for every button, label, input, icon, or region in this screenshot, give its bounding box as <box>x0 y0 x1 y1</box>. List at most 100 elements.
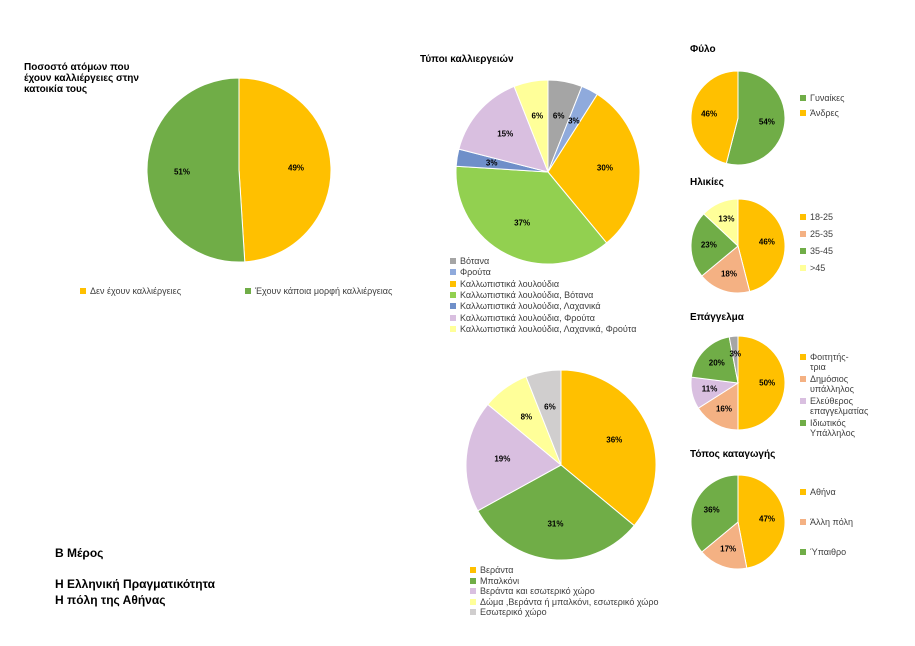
data-label: 54% <box>758 117 775 127</box>
legend-swatch <box>800 110 806 116</box>
legend-label: Φοιτητής-τρια <box>810 352 849 372</box>
data-label: 8% <box>520 412 533 422</box>
data-label: 6% <box>544 402 556 412</box>
legend-item: 25-35 <box>800 229 870 239</box>
legend-label: Καλλωπιστικά λουλούδια <box>460 278 560 289</box>
legend-label: Βεράντα <box>480 565 514 575</box>
legend-swatch <box>800 265 806 271</box>
data-label: 13% <box>718 214 735 224</box>
legend-item: Μπαλκόνι <box>470 576 690 586</box>
legend-swatch <box>800 549 806 555</box>
pie-slice <box>525 369 562 466</box>
data-label: 3% <box>485 158 498 168</box>
legend-item: Δώμα ,Βεράντα ή μπαλκόνι, εσωτερικό χώρο <box>470 597 690 607</box>
data-label: 3% <box>568 116 580 126</box>
legend-swatch <box>450 258 456 264</box>
data-label: 51% <box>173 167 190 177</box>
data-label: 19% <box>494 454 511 464</box>
legend-item: Άλλη πόλη <box>800 517 870 527</box>
legend-item: Δεν έχουν καλλιέργειες <box>80 286 250 296</box>
legend-label: >45 <box>810 263 826 273</box>
chart-title: Επάγγελμα <box>690 312 744 323</box>
data-label: 46% <box>758 237 775 247</box>
legend-swatch <box>800 489 806 495</box>
pie-slice <box>690 213 739 277</box>
legend-item: Καλλωπιστικά λουλούδια, Λαχανικά <box>450 301 670 311</box>
data-label: 30% <box>596 163 613 173</box>
pie-slice <box>701 521 748 570</box>
legend-swatch <box>800 519 806 525</box>
legend-label: Βεράντα και εσωτερικό χώρο <box>480 586 595 596</box>
legend-swatch <box>450 269 456 276</box>
pie-slice <box>560 369 657 527</box>
legend-item: 35-45 <box>800 246 870 256</box>
legend-swatch <box>800 376 806 382</box>
legend-item: Ελεύθερος επαγγελματίας <box>800 396 868 416</box>
legend-item: Βεράντα και εσωτερικό χώρο <box>470 586 690 596</box>
legend-label: Άλλη πόλη <box>810 517 854 527</box>
pie-slice <box>238 77 332 263</box>
legend-swatch <box>470 567 476 573</box>
legend-swatch <box>80 288 86 294</box>
legend-label: Δεν έχουν καλλιέργειες <box>90 286 182 296</box>
legend-label: Αθήνα <box>810 487 836 497</box>
legend-label: Καλλωπιστικά λουλούδια, Λαχανικά <box>460 301 601 312</box>
section-title: Η Ελληνική Πραγματικότητα <box>55 577 215 591</box>
legend-item: Καλλωπιστικά λουλούδια, Φρούτα <box>450 313 670 323</box>
legend-label: 18-25 <box>810 212 834 222</box>
data-label: 6% <box>552 111 565 121</box>
legend-label: Ιδιωτικός Υπάλληλος <box>810 418 855 438</box>
pie-slice <box>701 245 751 294</box>
legend-swatch <box>450 314 456 321</box>
legend-label: Δώμα ,Βεράντα ή μπαλκόνι, εσωτερικό χώρο <box>480 596 659 607</box>
section-subtitle: Η πόλη της Αθήνας <box>55 593 166 607</box>
pie-slice <box>725 70 786 166</box>
pie-slice <box>690 336 739 384</box>
legend-item: Καλλωπιστικά λουλούδια <box>450 279 670 289</box>
legend-item: 18-25 <box>800 212 870 222</box>
pie-slice <box>690 474 739 553</box>
data-label: 18% <box>720 269 737 279</box>
pie-slice <box>547 93 641 244</box>
data-label: 46% <box>701 109 718 119</box>
legend-item: Φρούτα <box>450 267 670 277</box>
pie-slice <box>737 335 786 431</box>
data-label: 49% <box>287 163 305 173</box>
pie-slice <box>146 77 246 263</box>
pie-slice <box>477 464 635 561</box>
legend-label: Δημόσιος υπάλληλος <box>810 374 854 394</box>
legend-swatch <box>470 598 476 605</box>
pie-slice <box>737 474 786 569</box>
pie-slice <box>728 335 739 384</box>
legend-label: 25-35 <box>810 229 834 239</box>
data-label: 37% <box>514 218 531 228</box>
data-label: 16% <box>715 404 732 414</box>
part-title: Β Μέρος <box>55 546 104 560</box>
legend-swatch <box>450 303 456 310</box>
legend-item: Ύπαιθρο <box>800 547 870 557</box>
legend-label: Καλλωπιστικά λουλούδια, Λαχανικά, Φρούτα <box>460 323 637 334</box>
pie-slice <box>458 85 549 173</box>
pie-slice <box>513 79 549 173</box>
legend-label: 35-45 <box>810 246 834 256</box>
legend-item: Έχουν κάποια μορφή καλλιέργειας <box>245 286 415 296</box>
legend-swatch <box>470 588 476 594</box>
pie-slice <box>690 70 739 165</box>
legend-item: Ιδιωτικός Υπάλληλος <box>800 418 858 438</box>
legend-swatch <box>450 280 456 287</box>
pie-slice <box>703 198 739 248</box>
data-label: 36% <box>606 435 623 445</box>
pie-slice <box>737 198 786 293</box>
legend-label: Μπαλκόνι <box>480 575 520 586</box>
legend-swatch <box>800 420 806 426</box>
legend-swatch <box>800 354 806 360</box>
legend-label: Καλλωπιστικά λουλούδια, Βότανα <box>460 289 594 300</box>
legend-swatch <box>800 95 806 101</box>
legend-label: Ελεύθερος επαγγελματίας <box>810 396 869 416</box>
pie-slice <box>465 403 562 512</box>
legend-item: Γυναίκες <box>800 93 870 103</box>
legend-swatch <box>800 231 806 237</box>
data-label: 36% <box>703 505 720 515</box>
